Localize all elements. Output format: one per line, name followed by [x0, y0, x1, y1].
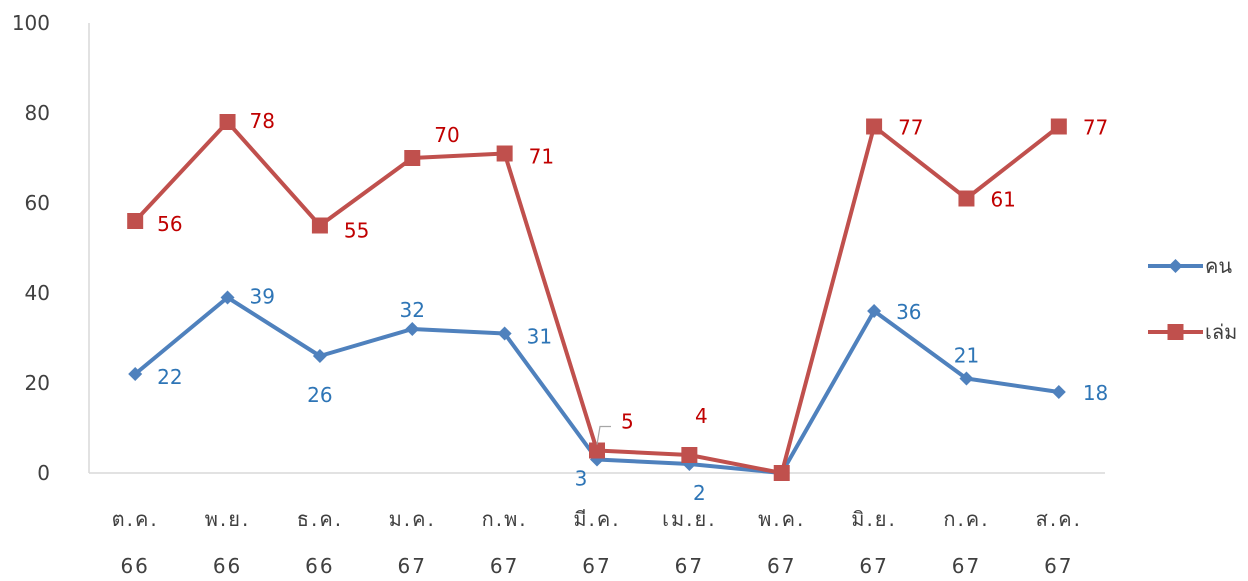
data-label: 77 — [898, 116, 923, 140]
data-point — [1051, 385, 1066, 399]
data-label: 71 — [529, 145, 554, 169]
data-label: 70 — [434, 123, 459, 147]
data-point — [219, 114, 236, 130]
data-label: 18 — [1083, 381, 1108, 405]
data-label: 61 — [990, 188, 1015, 212]
x-tick-label: มี.ค. — [573, 507, 620, 531]
x-tick-label: พ.ย. — [205, 507, 251, 531]
x-tick-label: ธ.ค. — [297, 507, 343, 531]
data-point — [127, 213, 144, 229]
legend-item: เล่ม — [1148, 320, 1237, 344]
axes — [88, 23, 1105, 474]
data-point — [497, 326, 512, 341]
data-point — [220, 290, 235, 305]
label-leader-line — [596, 425, 611, 445]
x-tick-label: 67 — [490, 554, 519, 578]
data-point — [681, 447, 698, 463]
data-point — [496, 145, 513, 162]
data-label: 77 — [1083, 116, 1108, 140]
data-point — [773, 465, 790, 481]
data-label: 22 — [157, 365, 182, 389]
x-tick-label: 66 — [213, 554, 242, 578]
data-label: 31 — [527, 325, 552, 349]
series-layer — [127, 114, 1067, 481]
data-label: 36 — [896, 300, 921, 324]
data-point — [405, 322, 420, 336]
data-point — [128, 367, 143, 381]
data-label: 21 — [954, 344, 979, 368]
x-tick-label: 67 — [582, 554, 611, 578]
data-label: 4 — [695, 404, 708, 428]
legend-marker — [1167, 324, 1184, 340]
x-tick-label: ส.ค. — [1036, 507, 1082, 531]
data-label: 56 — [157, 212, 182, 236]
legend-item: คน — [1148, 254, 1232, 278]
x-tick-label: ก.ค. — [943, 507, 989, 531]
x-tick-label: 67 — [398, 554, 427, 578]
data-point — [958, 190, 975, 207]
data-point — [311, 217, 328, 234]
x-tick-label: 67 — [952, 554, 981, 578]
x-tick-label: มิ.ย. — [851, 507, 897, 531]
legend-label: คน — [1205, 254, 1232, 278]
x-axis-ticks: ต.ค. 66 พ.ย. 66 ธ.ค. 66 ม.ค. 67 ก.พ. 67 มี.ค. 67 เม.… — [112, 507, 1082, 578]
y-tick-label: 100 — [12, 11, 50, 35]
series-lem — [127, 114, 1067, 481]
data-point — [1050, 118, 1067, 135]
data-label: 78 — [250, 109, 275, 133]
x-tick-label: 66 — [305, 554, 334, 578]
legend-label: เล่ม — [1205, 320, 1237, 344]
y-tick-label: 20 — [25, 371, 50, 395]
x-tick-label: ม.ค. — [389, 507, 436, 531]
legend-marker — [1168, 259, 1183, 273]
data-point — [589, 442, 605, 459]
data-point — [404, 150, 421, 166]
data-label: 5 — [621, 410, 634, 434]
y-tick-label: 40 — [25, 281, 50, 305]
y-axis-ticks: 0 20 40 60 80 100 — [12, 11, 50, 485]
x-tick-label: เม.ย. — [662, 507, 716, 531]
x-tick-label: ก.พ. — [482, 507, 528, 531]
data-label: 26 — [307, 383, 332, 407]
x-tick-label: 67 — [767, 554, 796, 578]
x-tick-label: 67 — [1044, 554, 1073, 578]
data-label: 39 — [250, 285, 275, 309]
x-tick-label: 66 — [120, 554, 149, 578]
data-point — [959, 371, 974, 386]
y-tick-label: 0 — [37, 461, 50, 485]
data-label: 2 — [693, 481, 706, 505]
data-point — [866, 118, 883, 135]
data-label: 3 — [575, 467, 588, 491]
x-tick-label: 67 — [859, 554, 888, 578]
data-label: 32 — [400, 298, 425, 322]
x-tick-label: พ.ค. — [758, 507, 805, 531]
y-tick-label: 80 — [25, 101, 50, 125]
x-tick-label: 67 — [675, 554, 704, 578]
data-point — [312, 349, 327, 363]
y-tick-label: 60 — [25, 191, 50, 215]
data-label: 55 — [344, 219, 369, 243]
data-point — [867, 304, 882, 318]
x-tick-label: ต.ค. — [112, 507, 159, 531]
